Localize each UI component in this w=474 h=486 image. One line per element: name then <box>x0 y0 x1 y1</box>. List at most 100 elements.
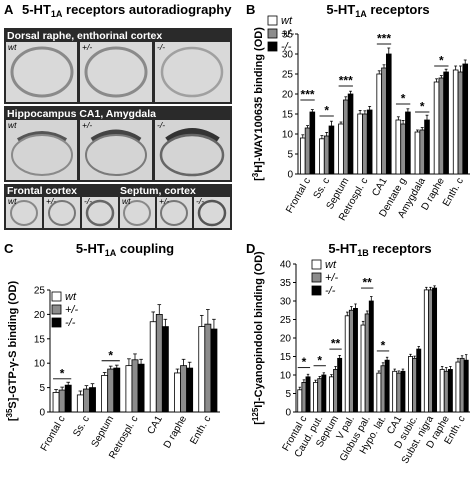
bar <box>447 369 453 413</box>
bar <box>424 119 430 175</box>
legend-label: +/- <box>281 28 294 40</box>
legend-label: wt <box>325 259 337 271</box>
significance-stars: *** <box>339 74 353 88</box>
y-axis-label-part: S]-GTP-γ-S binding (OD) <box>7 281 19 409</box>
bar <box>414 131 421 175</box>
significance-stars: *** <box>377 32 391 46</box>
bar <box>368 300 374 413</box>
brain-section-outline <box>10 46 74 98</box>
genotype-label: wt <box>8 196 17 206</box>
bar <box>131 359 139 413</box>
bar <box>149 321 157 413</box>
bar <box>58 389 66 413</box>
bar <box>155 313 163 413</box>
significance-stars: * <box>401 92 406 106</box>
significance-stars: * <box>108 348 113 362</box>
brain-section-outline <box>85 199 115 227</box>
genotype-label: +/- <box>82 120 92 130</box>
bar <box>438 77 445 175</box>
legend-label: wt <box>281 15 293 27</box>
panel-a-autoradiography: A 5-HT1A receptors autoradiography Dorsa… <box>4 2 232 230</box>
bar <box>423 289 429 413</box>
legend-label: -/- <box>325 285 336 297</box>
bar <box>427 289 433 413</box>
legend-swatch <box>51 291 62 302</box>
brain-section-outline <box>10 200 38 226</box>
bar <box>443 370 449 413</box>
bar <box>204 323 212 413</box>
significance-stars: * <box>302 355 307 369</box>
chart-title-rest: receptors <box>369 241 432 256</box>
y-axis-label-part: [ <box>253 421 265 425</box>
significance-stars: * <box>439 54 444 68</box>
y-axis-label-part: H]-WAY100635 binding (OD) <box>253 27 265 173</box>
bar <box>309 111 316 175</box>
bar <box>455 361 461 413</box>
bar <box>210 328 218 413</box>
bar <box>463 359 469 413</box>
significance-stars: * <box>324 104 329 118</box>
legend-label: +/- <box>325 272 338 284</box>
legend-swatch <box>267 15 278 26</box>
chart-title-subscript: 1A <box>355 9 367 19</box>
legend-label: wt <box>65 291 77 303</box>
bar <box>338 123 344 175</box>
bar <box>385 53 392 175</box>
brain-section-outline <box>11 134 73 176</box>
genotype-label: -/- <box>157 42 165 52</box>
x-category-label: D raphe <box>162 414 190 451</box>
y-axis-label-part: I]-Cyanopindolol binding (OD) <box>253 251 265 408</box>
bar <box>161 326 169 413</box>
genotype-label: wt <box>8 120 17 130</box>
bar <box>317 378 323 413</box>
bar <box>323 135 330 175</box>
bar <box>452 69 459 175</box>
chart-title: 5-HT1A coupling <box>76 241 174 258</box>
brain-section-outline <box>197 199 227 227</box>
x-category-label: Frontal c <box>284 176 313 215</box>
bar <box>362 113 368 175</box>
bar <box>376 73 383 175</box>
bar <box>337 357 343 413</box>
bar <box>113 367 121 413</box>
bar <box>462 63 469 175</box>
significance-stars: * <box>317 353 322 367</box>
legend-swatch <box>51 317 62 328</box>
bar <box>186 367 194 413</box>
y-tick-label: 25 <box>280 315 292 326</box>
bar <box>82 388 90 413</box>
brain-section-outline <box>85 134 147 176</box>
y-tick-label: 35 <box>280 278 292 289</box>
y-tick-label: 0 <box>285 408 291 419</box>
bar <box>419 129 426 175</box>
bar <box>333 369 339 413</box>
row-label-hippocampus: Hippocampus CA1, Amygdala <box>7 108 156 120</box>
y-axis-label-part: [ <box>7 417 19 421</box>
row-label-septum-cortex: Septum, cortex <box>120 185 196 197</box>
chart-title-main: 5-HT <box>328 241 357 256</box>
genotype-label: -/- <box>196 196 204 206</box>
bar <box>305 376 311 413</box>
legend-label: -/- <box>65 317 76 329</box>
x-category-label: Frontal c <box>39 414 68 453</box>
autoradiograph-image <box>6 120 77 180</box>
x-category-label: Septum <box>90 414 117 449</box>
y-tick-label: 40 <box>280 260 292 271</box>
chart-title-main: 5-HT <box>326 2 355 17</box>
significance-stars: * <box>381 338 386 352</box>
y-tick-label: 25 <box>282 70 294 81</box>
bar <box>137 363 145 413</box>
bar <box>328 376 334 413</box>
y-tick-label: 20 <box>34 310 46 321</box>
x-category-label: CA1 <box>370 176 389 199</box>
hippocampus-band <box>90 129 142 143</box>
bar <box>396 372 402 413</box>
legend-swatch <box>51 304 62 315</box>
bar <box>400 123 406 175</box>
panel-c-chart: C 5-HT1A coupling [35S]-GTP-γ-S binding (… <box>4 241 220 461</box>
bar <box>348 309 354 413</box>
significance-stars: * <box>420 100 425 114</box>
y-axis-label: [3H]-WAY100635 binding (OD) <box>251 27 265 181</box>
bar <box>381 67 387 175</box>
chart-title: 5-HT1A receptors <box>326 2 429 19</box>
